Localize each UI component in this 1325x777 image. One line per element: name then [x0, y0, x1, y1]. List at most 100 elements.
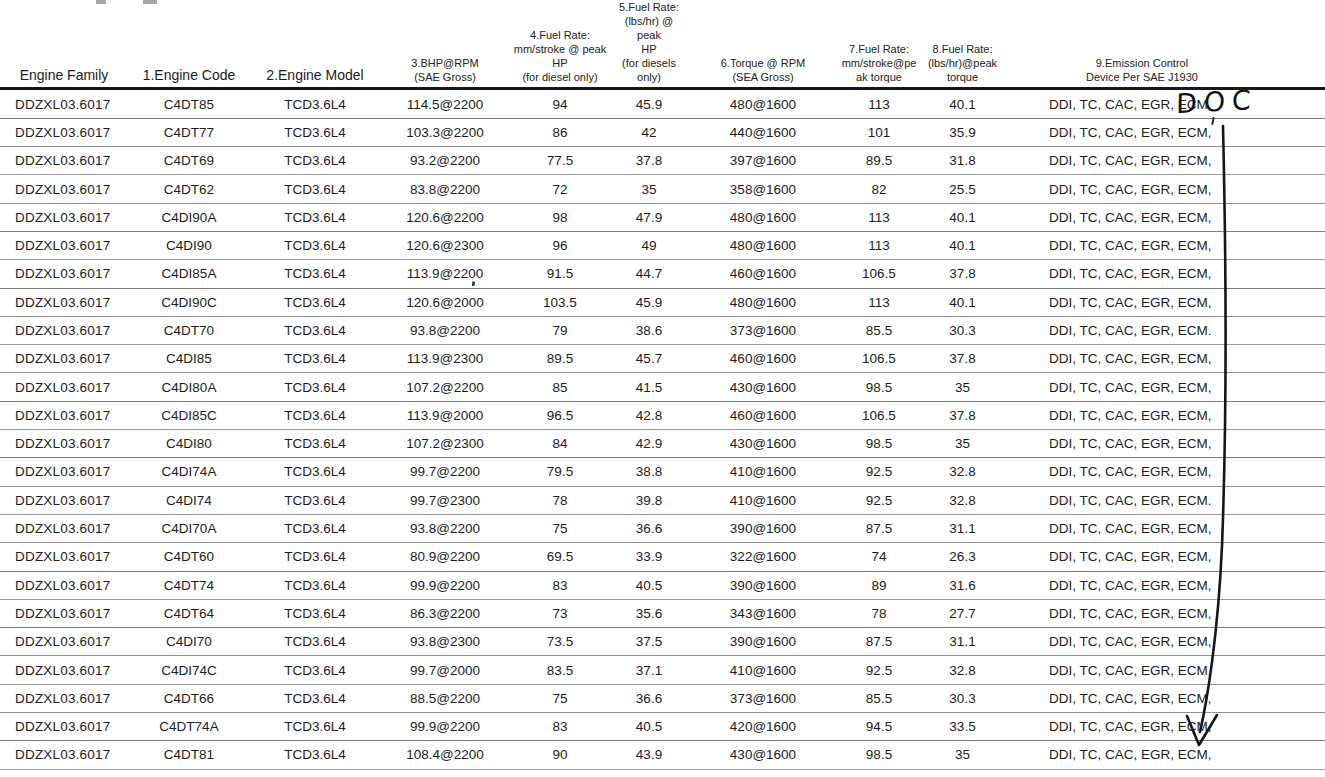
- cell-fuel-rate-mm-torque: 106.5: [838, 260, 920, 288]
- cell-engine-model: TCD3.6L4: [250, 373, 380, 401]
- cell-engine-code: C4DI74A: [128, 458, 250, 486]
- cell-engine-family: DDZXL03.6017: [0, 345, 128, 373]
- table-row: DDZXL03.6017 C4DT70 TCD3.6L4 93.8@2200 7…: [0, 316, 1325, 344]
- cell-fuel-rate-lbs-hp: 38.8: [610, 458, 688, 486]
- cell-fuel-rate-mm-torque: 113: [838, 89, 920, 118]
- cell-bhp-rpm: 99.7@2200: [380, 458, 510, 486]
- cell-engine-family: DDZXL03.6017: [0, 430, 128, 458]
- cell-torque-rpm: 430@1600: [688, 741, 838, 769]
- cell-fuel-rate-lbs-hp: 44.7: [610, 260, 688, 288]
- cell-bhp-rpm: 113.9@2300: [380, 345, 510, 373]
- handwritten-down-arrow-icon: [1162, 116, 1246, 768]
- cell-fuel-rate-mm-hp: 83: [510, 713, 610, 741]
- cell-fuel-rate-mm-torque: 98.5: [838, 373, 920, 401]
- cell-torque-rpm: 460@1600: [688, 260, 838, 288]
- cell-fuel-rate-mm-torque: 113: [838, 203, 920, 231]
- table-row: DDZXL03.6017 C4DI74A TCD3.6L4 99.7@2200 …: [0, 458, 1325, 486]
- cell-fuel-rate-mm-torque: 92.5: [838, 458, 920, 486]
- cell-fuel-rate-lbs-hp: 37.1: [610, 656, 688, 684]
- cell-fuel-rate-mm-hp: 75: [510, 684, 610, 712]
- cell-engine-code: C4DT74A: [128, 713, 250, 741]
- table-header-row: Engine Family 1.Engine Code 2.Engine Mod…: [0, 0, 1325, 89]
- cell-engine-model: TCD3.6L4: [250, 713, 380, 741]
- cell-engine-model: TCD3.6L4: [250, 656, 380, 684]
- table-row: DDZXL03.6017 C4DI74C TCD3.6L4 99.7@2000 …: [0, 656, 1325, 684]
- cell-bhp-rpm: 99.7@2000: [380, 656, 510, 684]
- cell-fuel-rate-lbs-hp: 43.9: [610, 741, 688, 769]
- cell-fuel-rate-mm-torque: 94.5: [838, 713, 920, 741]
- cell-bhp-rpm: 83.8@2200: [380, 175, 510, 203]
- cell-torque-rpm: 410@1600: [688, 458, 838, 486]
- header-engine-code: 1.Engine Code: [128, 0, 250, 89]
- cell-fuel-rate-lbs-hp: 40.5: [610, 713, 688, 741]
- cell-fuel-rate-mm-torque: 92.5: [838, 656, 920, 684]
- engine-emission-table: Engine Family 1.Engine Code 2.Engine Mod…: [0, 0, 1325, 770]
- cell-engine-model: TCD3.6L4: [250, 628, 380, 656]
- cell-torque-rpm: 410@1600: [688, 486, 838, 514]
- cell-fuel-rate-lbs-torque: 35: [920, 430, 1005, 458]
- table-row: DDZXL03.6017 C4DI70A TCD3.6L4 93.8@2200 …: [0, 514, 1325, 542]
- cell-engine-code: C4DI70: [128, 628, 250, 656]
- cell-engine-family: DDZXL03.6017: [0, 401, 128, 429]
- cell-engine-family: DDZXL03.6017: [0, 260, 128, 288]
- cell-engine-code: C4DI90A: [128, 203, 250, 231]
- table-row: DDZXL03.6017 C4DI74 TCD3.6L4 99.7@2300 7…: [0, 486, 1325, 514]
- cell-engine-code: C4DI74: [128, 486, 250, 514]
- scan-noise-mark: [472, 281, 475, 286]
- cell-engine-model: TCD3.6L4: [250, 571, 380, 599]
- cell-fuel-rate-mm-hp: 86: [510, 118, 610, 146]
- cell-fuel-rate-lbs-torque: 37.8: [920, 401, 1005, 429]
- cell-torque-rpm: 397@1600: [688, 147, 838, 175]
- cell-engine-code: C4DT60: [128, 543, 250, 571]
- table-row: DDZXL03.6017 C4DI70 TCD3.6L4 93.8@2300 7…: [0, 628, 1325, 656]
- cell-bhp-rpm: 99.9@2200: [380, 571, 510, 599]
- cell-fuel-rate-mm-torque: 74: [838, 543, 920, 571]
- cell-torque-rpm: 480@1600: [688, 231, 838, 259]
- cell-engine-code: C4DT62: [128, 175, 250, 203]
- cell-fuel-rate-mm-torque: 106.5: [838, 345, 920, 373]
- cell-engine-family: DDZXL03.6017: [0, 656, 128, 684]
- table-row: DDZXL03.6017 C4DI85 TCD3.6L4 113.9@2300 …: [0, 345, 1325, 373]
- cell-engine-model: TCD3.6L4: [250, 147, 380, 175]
- cell-bhp-rpm: 99.7@2300: [380, 486, 510, 514]
- cell-fuel-rate-mm-torque: 98.5: [838, 741, 920, 769]
- cell-fuel-rate-mm-hp: 94: [510, 89, 610, 118]
- cell-fuel-rate-mm-torque: 98.5: [838, 430, 920, 458]
- cell-engine-code: C4DI80: [128, 430, 250, 458]
- cell-engine-model: TCD3.6L4: [250, 89, 380, 118]
- cell-fuel-rate-mm-hp: 83.5: [510, 656, 610, 684]
- cell-fuel-rate-mm-hp: 69.5: [510, 543, 610, 571]
- cell-fuel-rate-lbs-torque: 32.8: [920, 656, 1005, 684]
- cell-engine-family: DDZXL03.6017: [0, 316, 128, 344]
- cell-fuel-rate-mm-hp: 75: [510, 514, 610, 542]
- cell-fuel-rate-lbs-torque: 32.8: [920, 486, 1005, 514]
- scan-edge-artifact: [143, 0, 157, 4]
- cell-engine-family: DDZXL03.6017: [0, 458, 128, 486]
- cell-torque-rpm: 343@1600: [688, 599, 838, 627]
- cell-engine-model: TCD3.6L4: [250, 118, 380, 146]
- cell-torque-rpm: 480@1600: [688, 89, 838, 118]
- cell-fuel-rate-lbs-hp: 42.8: [610, 401, 688, 429]
- cell-bhp-rpm: 103.3@2200: [380, 118, 510, 146]
- table-row: DDZXL03.6017 C4DT77 TCD3.6L4 103.3@2200 …: [0, 118, 1325, 146]
- cell-bhp-rpm: 113.9@2000: [380, 401, 510, 429]
- header-fuel-rate-lbs-hp: 5.Fuel Rate: (lbs/hr) @ peak HP (for die…: [610, 0, 688, 89]
- cell-fuel-rate-lbs-hp: 45.9: [610, 89, 688, 118]
- cell-torque-rpm: 430@1600: [688, 430, 838, 458]
- header-emission-control: 9.Emission Control Device Per SAE J1930: [1005, 0, 1325, 89]
- cell-engine-model: TCD3.6L4: [250, 684, 380, 712]
- cell-fuel-rate-lbs-torque: 30.3: [920, 684, 1005, 712]
- cell-fuel-rate-lbs-torque: 35: [920, 373, 1005, 401]
- cell-engine-family: DDZXL03.6017: [0, 203, 128, 231]
- cell-fuel-rate-lbs-hp: 36.6: [610, 514, 688, 542]
- cell-torque-rpm: 390@1600: [688, 628, 838, 656]
- table-row: DDZXL03.6017 C4DT60 TCD3.6L4 80.9@2200 6…: [0, 543, 1325, 571]
- table-row: DDZXL03.6017 C4DT74A TCD3.6L4 99.9@2200 …: [0, 713, 1325, 741]
- cell-fuel-rate-mm-torque: 89.5: [838, 147, 920, 175]
- cell-engine-model: TCD3.6L4: [250, 231, 380, 259]
- cell-fuel-rate-mm-torque: 78: [838, 599, 920, 627]
- cell-bhp-rpm: 86.3@2200: [380, 599, 510, 627]
- table-row: DDZXL03.6017 C4DT64 TCD3.6L4 86.3@2200 7…: [0, 599, 1325, 627]
- cell-bhp-rpm: 108.4@2200: [380, 741, 510, 769]
- cell-torque-rpm: 373@1600: [688, 684, 838, 712]
